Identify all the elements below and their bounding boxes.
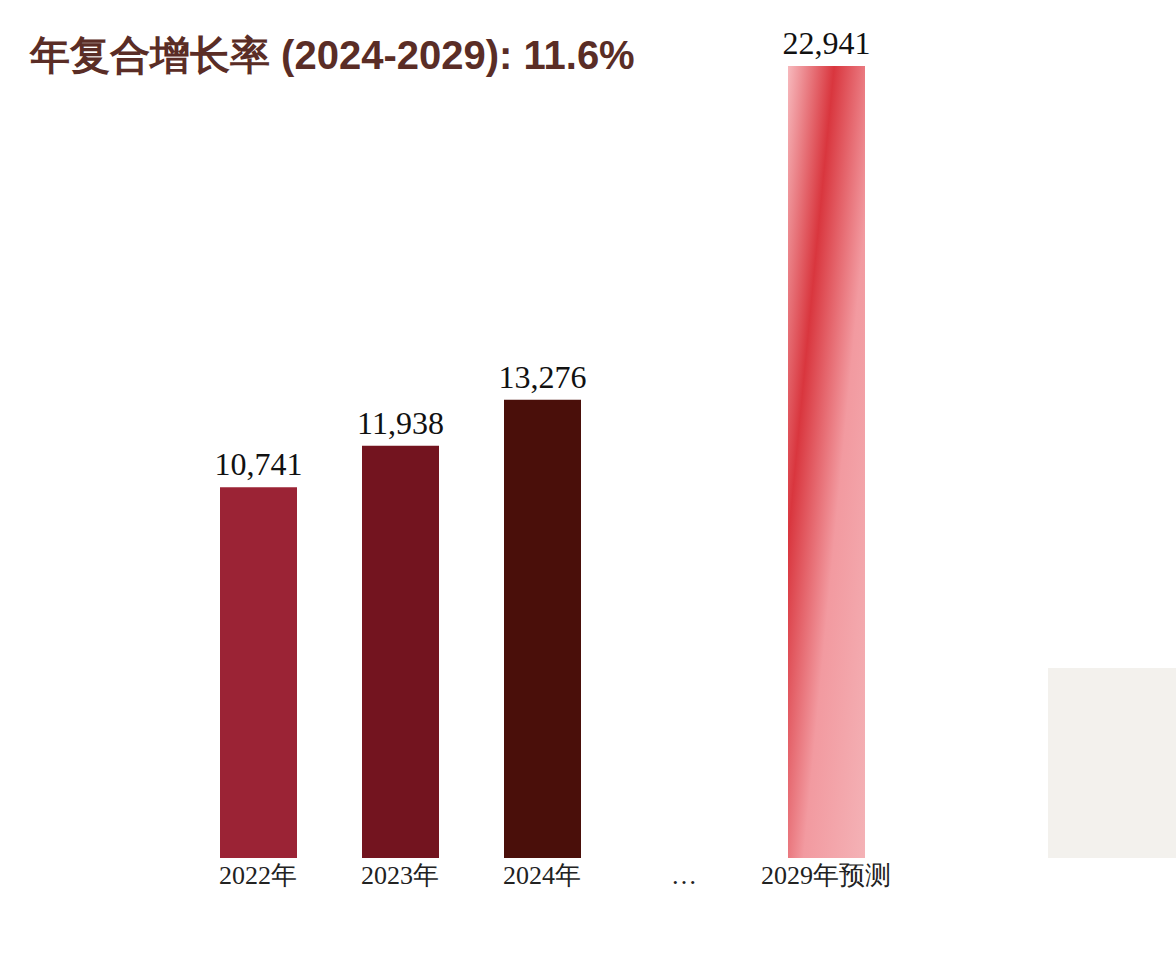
svg-text:2024年: 2024年 bbox=[503, 861, 581, 890]
svg-text:…: … bbox=[671, 861, 697, 890]
svg-text:2022年: 2022年 bbox=[219, 861, 297, 890]
html-text:年复合增长率 (2024-2029): 11.6%: 年复合增长率 (2024-2029): 11.6% bbox=[30, 33, 635, 77]
svg-text:2029年预测: 2029年预测 bbox=[761, 861, 891, 890]
svg-text:2023年: 2023年 bbox=[361, 861, 439, 890]
svg-text:13,276: 13,276 bbox=[499, 359, 587, 395]
svg-text:22,941: 22,941 bbox=[783, 25, 871, 61]
svg-text:11,938: 11,938 bbox=[357, 405, 444, 441]
svg-text:10,741: 10,741 bbox=[215, 446, 303, 482]
